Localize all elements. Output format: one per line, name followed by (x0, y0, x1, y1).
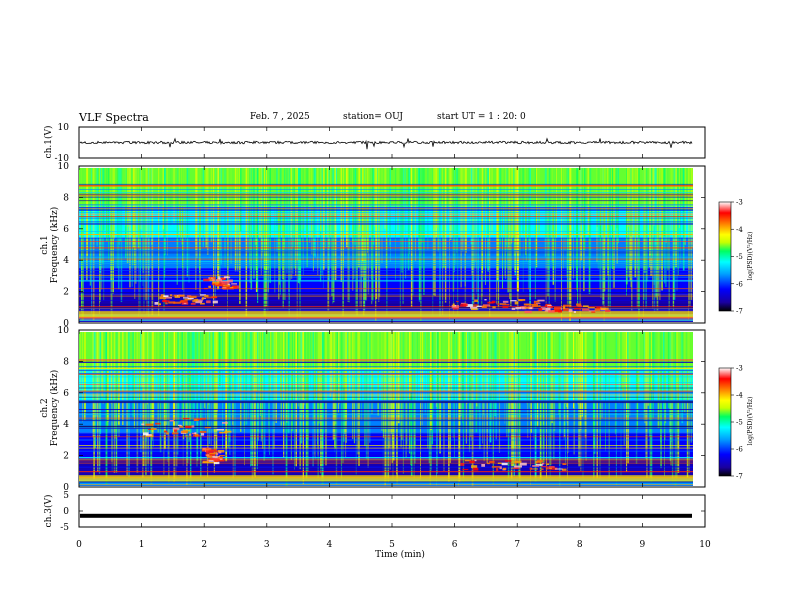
x-tick-label: 10 (699, 540, 711, 550)
y-tick-label: 8 (63, 357, 69, 367)
ch1-spectrogram-image (79, 168, 693, 322)
x-tick-label: 1 (139, 540, 145, 550)
ch3-waveform-trace (80, 513, 692, 518)
ch2-colorbar (718, 367, 732, 477)
ch2-spectrogram-channel-label: ch.2 (40, 398, 50, 417)
x-axis-label: Time (min) (375, 549, 425, 560)
colorbar-tick-label: -5 (736, 253, 743, 261)
colorbar-tick-label: -6 (736, 280, 743, 288)
colorbar-tick-label: -4 (736, 226, 743, 234)
colorbar-tick-label: -7 (736, 308, 743, 316)
colorbar-tick-label: -6 (736, 446, 743, 454)
y-tick-label: -10 (55, 154, 70, 164)
y-tick-label: 10 (58, 162, 70, 172)
ch1-colorbar (718, 201, 732, 312)
ch1-colorbar-label: log(PSD)(V²/Hz) (747, 232, 754, 281)
x-tick-label: 5 (389, 540, 395, 550)
y-tick-label: 2 (63, 288, 69, 298)
y-tick-label: -5 (60, 523, 69, 533)
y-tick-label: 4 (63, 420, 69, 430)
ch1-waveform-ylabel: ch.1(V) (43, 126, 54, 159)
colorbar-tick-label: -3 (736, 365, 743, 373)
colorbar-tick-label: -7 (736, 473, 743, 481)
y-tick-label: 4 (63, 256, 69, 266)
colorbar-tick-label: -5 (736, 419, 743, 427)
figure-title: VLF Spectra (79, 111, 149, 124)
ch3-waveform-frame (78, 494, 706, 528)
y-tick-label: 5 (63, 491, 69, 501)
x-tick-label: 9 (640, 540, 646, 550)
colorbar-tick-label: -3 (736, 199, 743, 207)
header-station: station= OUJ (343, 112, 404, 122)
x-tick-label: 8 (577, 540, 583, 550)
y-tick-label: 0 (63, 319, 69, 329)
colorbar-tick-label: -4 (736, 392, 743, 400)
y-tick-label: 10 (58, 123, 70, 133)
x-tick-label: 6 (452, 540, 458, 550)
y-tick-label: 2 (63, 452, 69, 462)
ch2-spectrogram-image (79, 332, 693, 486)
x-tick-label: 2 (201, 540, 207, 550)
header-date: Feb. 7 , 2025 (250, 112, 310, 122)
x-tick-label: 0 (76, 540, 82, 550)
y-tick-label: 6 (63, 225, 69, 235)
ch3-waveform-ylabel: ch.3(V) (43, 495, 54, 528)
y-tick-label: 8 (63, 193, 69, 203)
ch1-spectrogram-channel-label: ch.1 (40, 235, 50, 254)
y-tick-label: 0 (63, 483, 69, 493)
ch1-spectrogram-ylabel: Frequency (kHz) (49, 207, 60, 284)
x-tick-label: 4 (327, 540, 333, 550)
header-start-ut: start UT = 1 : 20: 0 (437, 112, 526, 122)
x-tick-label: 3 (264, 540, 270, 550)
y-tick-label: 10 (58, 326, 70, 336)
x-tick-label: 7 (514, 540, 520, 550)
y-tick-label: 6 (63, 389, 69, 399)
ch2-colorbar-label: log(PSD)(V²/Hz) (747, 397, 754, 446)
ch1-waveform-trace (79, 137, 693, 150)
y-tick-label: 0 (63, 507, 69, 517)
ch2-spectrogram-ylabel: Frequency (kHz) (49, 370, 60, 447)
